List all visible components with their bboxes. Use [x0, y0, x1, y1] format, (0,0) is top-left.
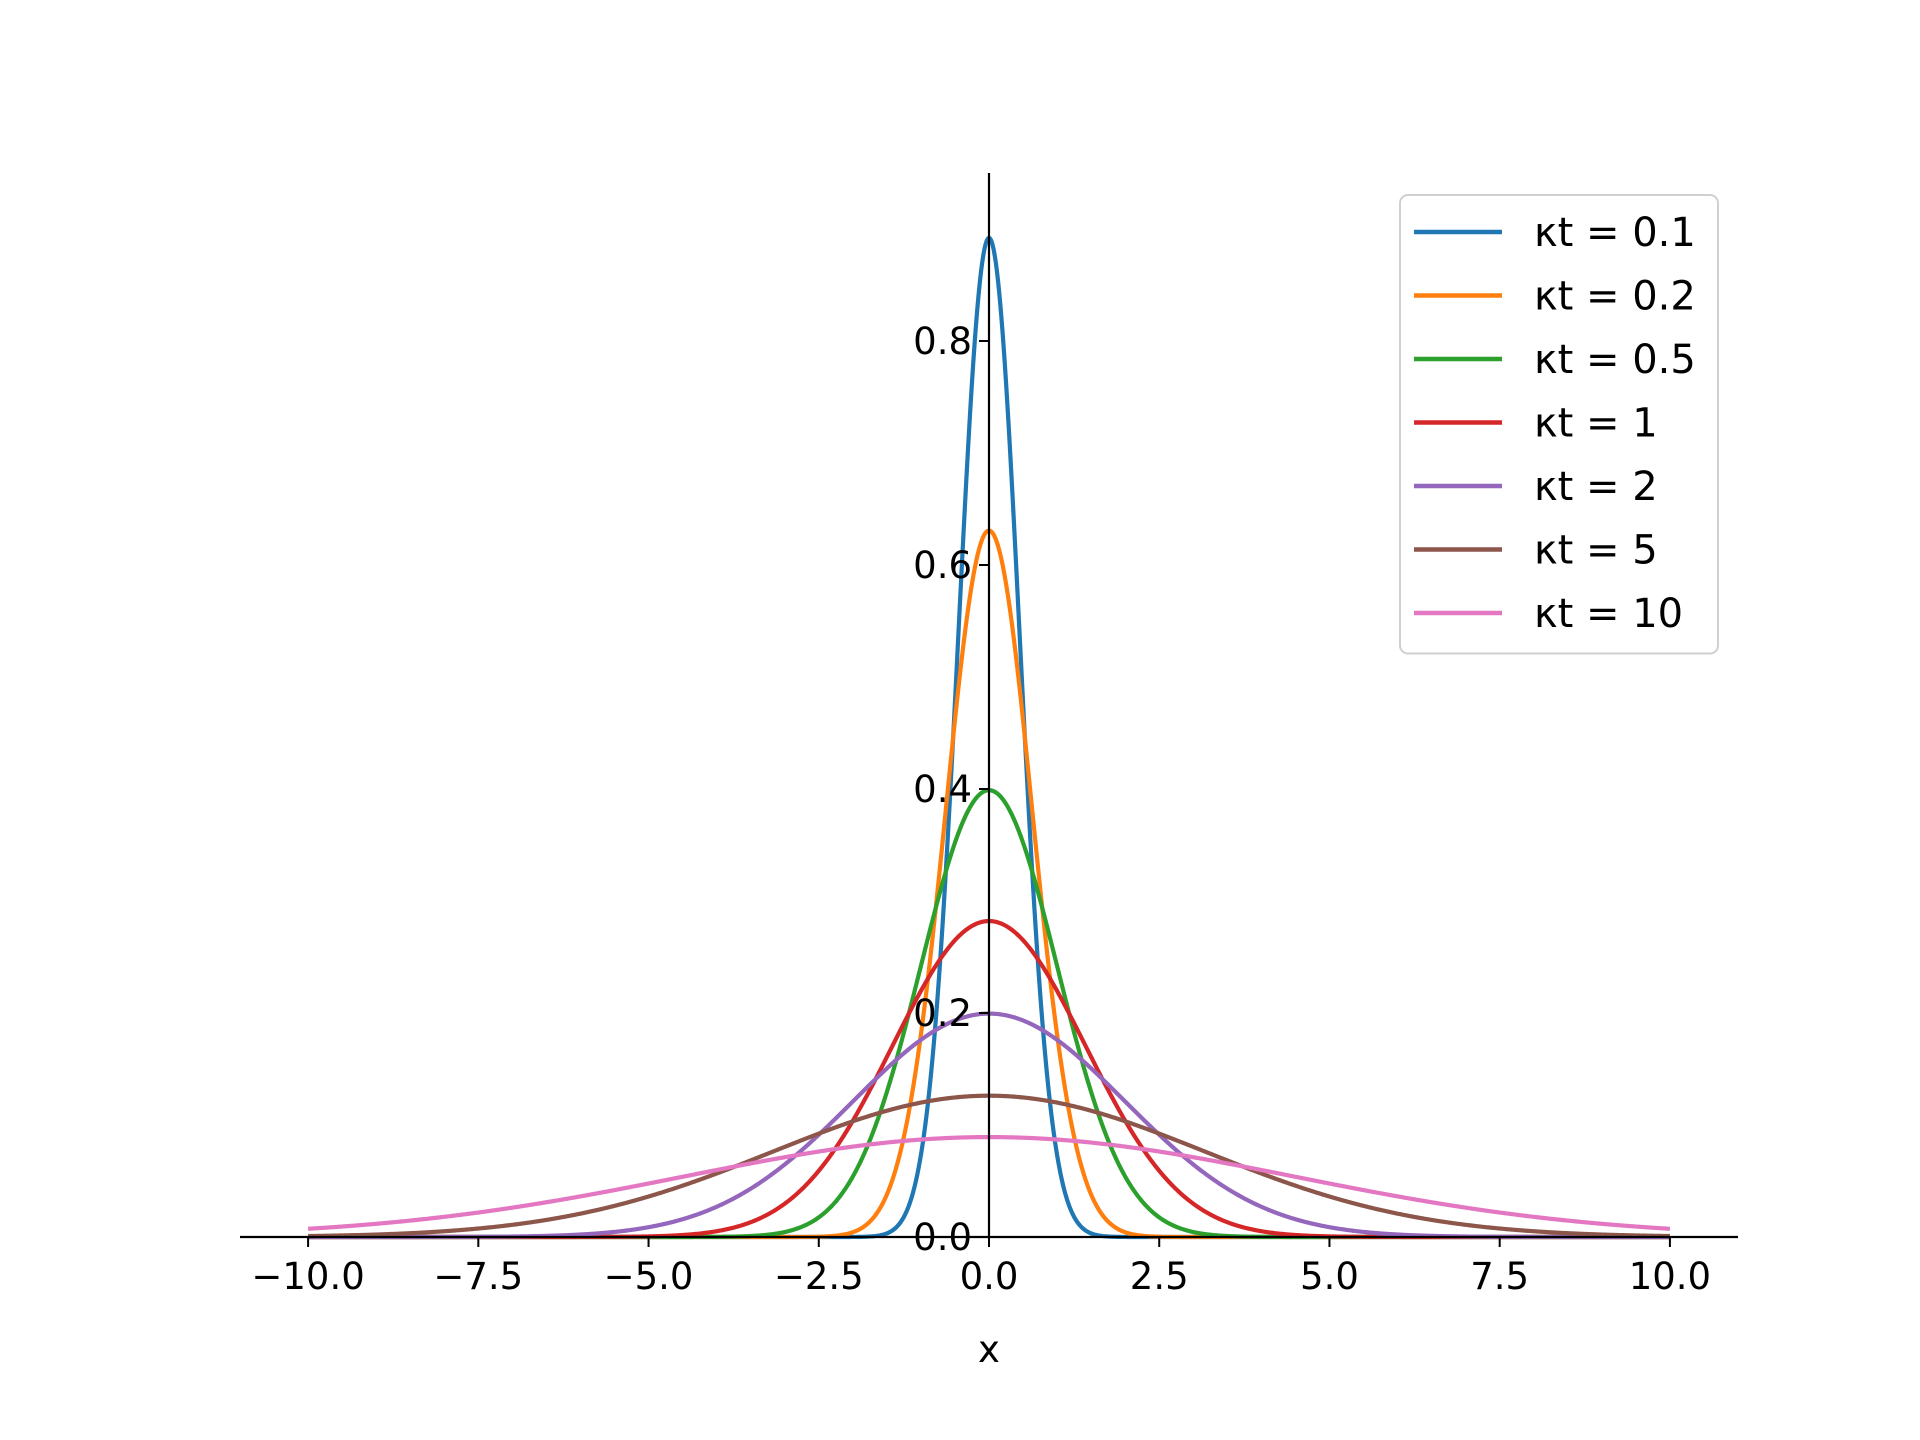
legend-label: κt = 10: [1534, 591, 1683, 637]
x-tick-label: −5.0: [604, 1255, 694, 1298]
x-tick-label: −7.5: [433, 1255, 523, 1298]
y-ticks: 0.0 0.2 0.4 0.6 0.8: [913, 320, 989, 1259]
legend-label: κt = 1: [1534, 401, 1658, 447]
x-tick-label: −10.0: [251, 1255, 364, 1298]
x-tick-label: −2.5: [774, 1255, 864, 1298]
y-tick-label: 0.0: [913, 1216, 972, 1259]
x-tick-label: 10.0: [1629, 1255, 1711, 1298]
x-tick-label: 5.0: [1300, 1255, 1359, 1298]
x-axis-label: x: [978, 1328, 1000, 1371]
y-tick-label: 0.2: [913, 992, 972, 1035]
legend-label: κt = 2: [1534, 464, 1658, 510]
x-tick-label: 0.0: [960, 1255, 1019, 1298]
y-tick-label: 0.8: [913, 320, 972, 363]
legend-label: κt = 5: [1534, 528, 1658, 574]
legend-frame: [1399, 194, 1719, 655]
legend-label: κt = 0.1: [1534, 210, 1696, 256]
x-ticks: −10.0 −7.5 −5.0 −2.5 0.0 2.5 5.0 7.5 10.0: [251, 1237, 1711, 1298]
legend: κt = 0.1 κt = 0.2 κt = 0.5 κt = 1 κt = 2 κt =…: [1399, 194, 1719, 655]
x-tick-label: 2.5: [1130, 1255, 1189, 1298]
legend-label: κt = 0.2: [1534, 274, 1696, 320]
legend-label: κt = 0.5: [1534, 337, 1696, 383]
y-tick-label: 0.4: [913, 768, 972, 811]
y-tick-label: 0.6: [913, 544, 972, 587]
x-tick-label: 7.5: [1470, 1255, 1529, 1298]
